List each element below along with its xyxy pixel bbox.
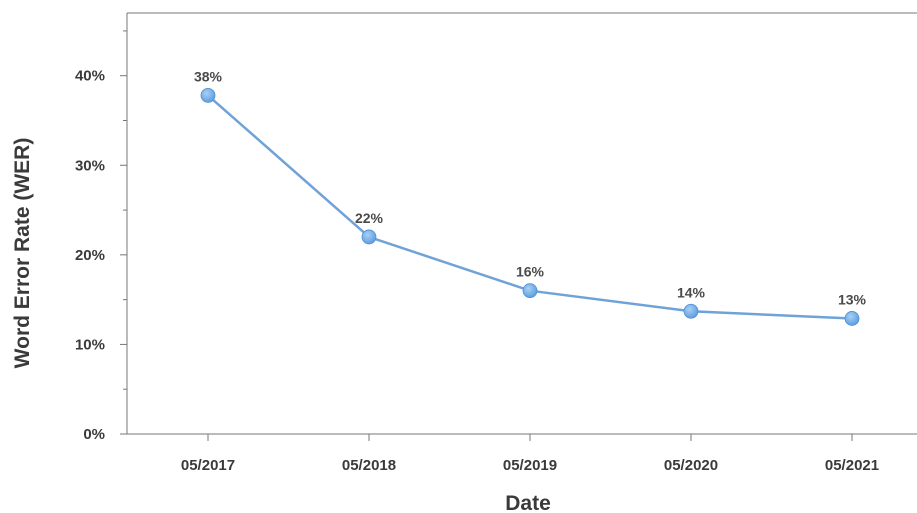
y-tick-label: 40% [75, 68, 105, 85]
x-axis-title: Date [505, 492, 551, 513]
y-axis-title: Word Error Rate (WER) [11, 138, 34, 369]
y-tick-label: 10% [75, 336, 105, 353]
data-label: 22% [355, 210, 384, 226]
y-tick-label: 30% [75, 157, 105, 174]
y-axis-ticks: 0% 10% 20% 30% 40% 05/2017 05/2018 05/2019 05/20… [75, 30, 879, 474]
y-tick-label: 0% [83, 426, 105, 443]
x-tick-label: 05/2019 [503, 457, 557, 474]
x-tick-label: 05/2017 [181, 457, 235, 474]
data-point [361, 229, 377, 245]
data-labels: 38% 22% 16% 14% 13% [194, 68, 867, 307]
x-tick-label: 05/2018 [342, 457, 396, 474]
x-tick-label: 05/2021 [825, 457, 879, 474]
data-label: 14% [677, 284, 706, 300]
y-tick-label: 20% [75, 247, 105, 264]
data-label: 13% [838, 291, 867, 307]
data-label: 38% [194, 68, 223, 84]
data-point [522, 283, 538, 299]
data-label: 16% [516, 264, 545, 280]
x-tick-label: 05/2020 [664, 457, 718, 474]
axes [126, 12, 917, 435]
data-point [844, 311, 860, 326]
data-points [200, 88, 860, 326]
data-point [683, 303, 699, 319]
data-point [200, 88, 216, 103]
